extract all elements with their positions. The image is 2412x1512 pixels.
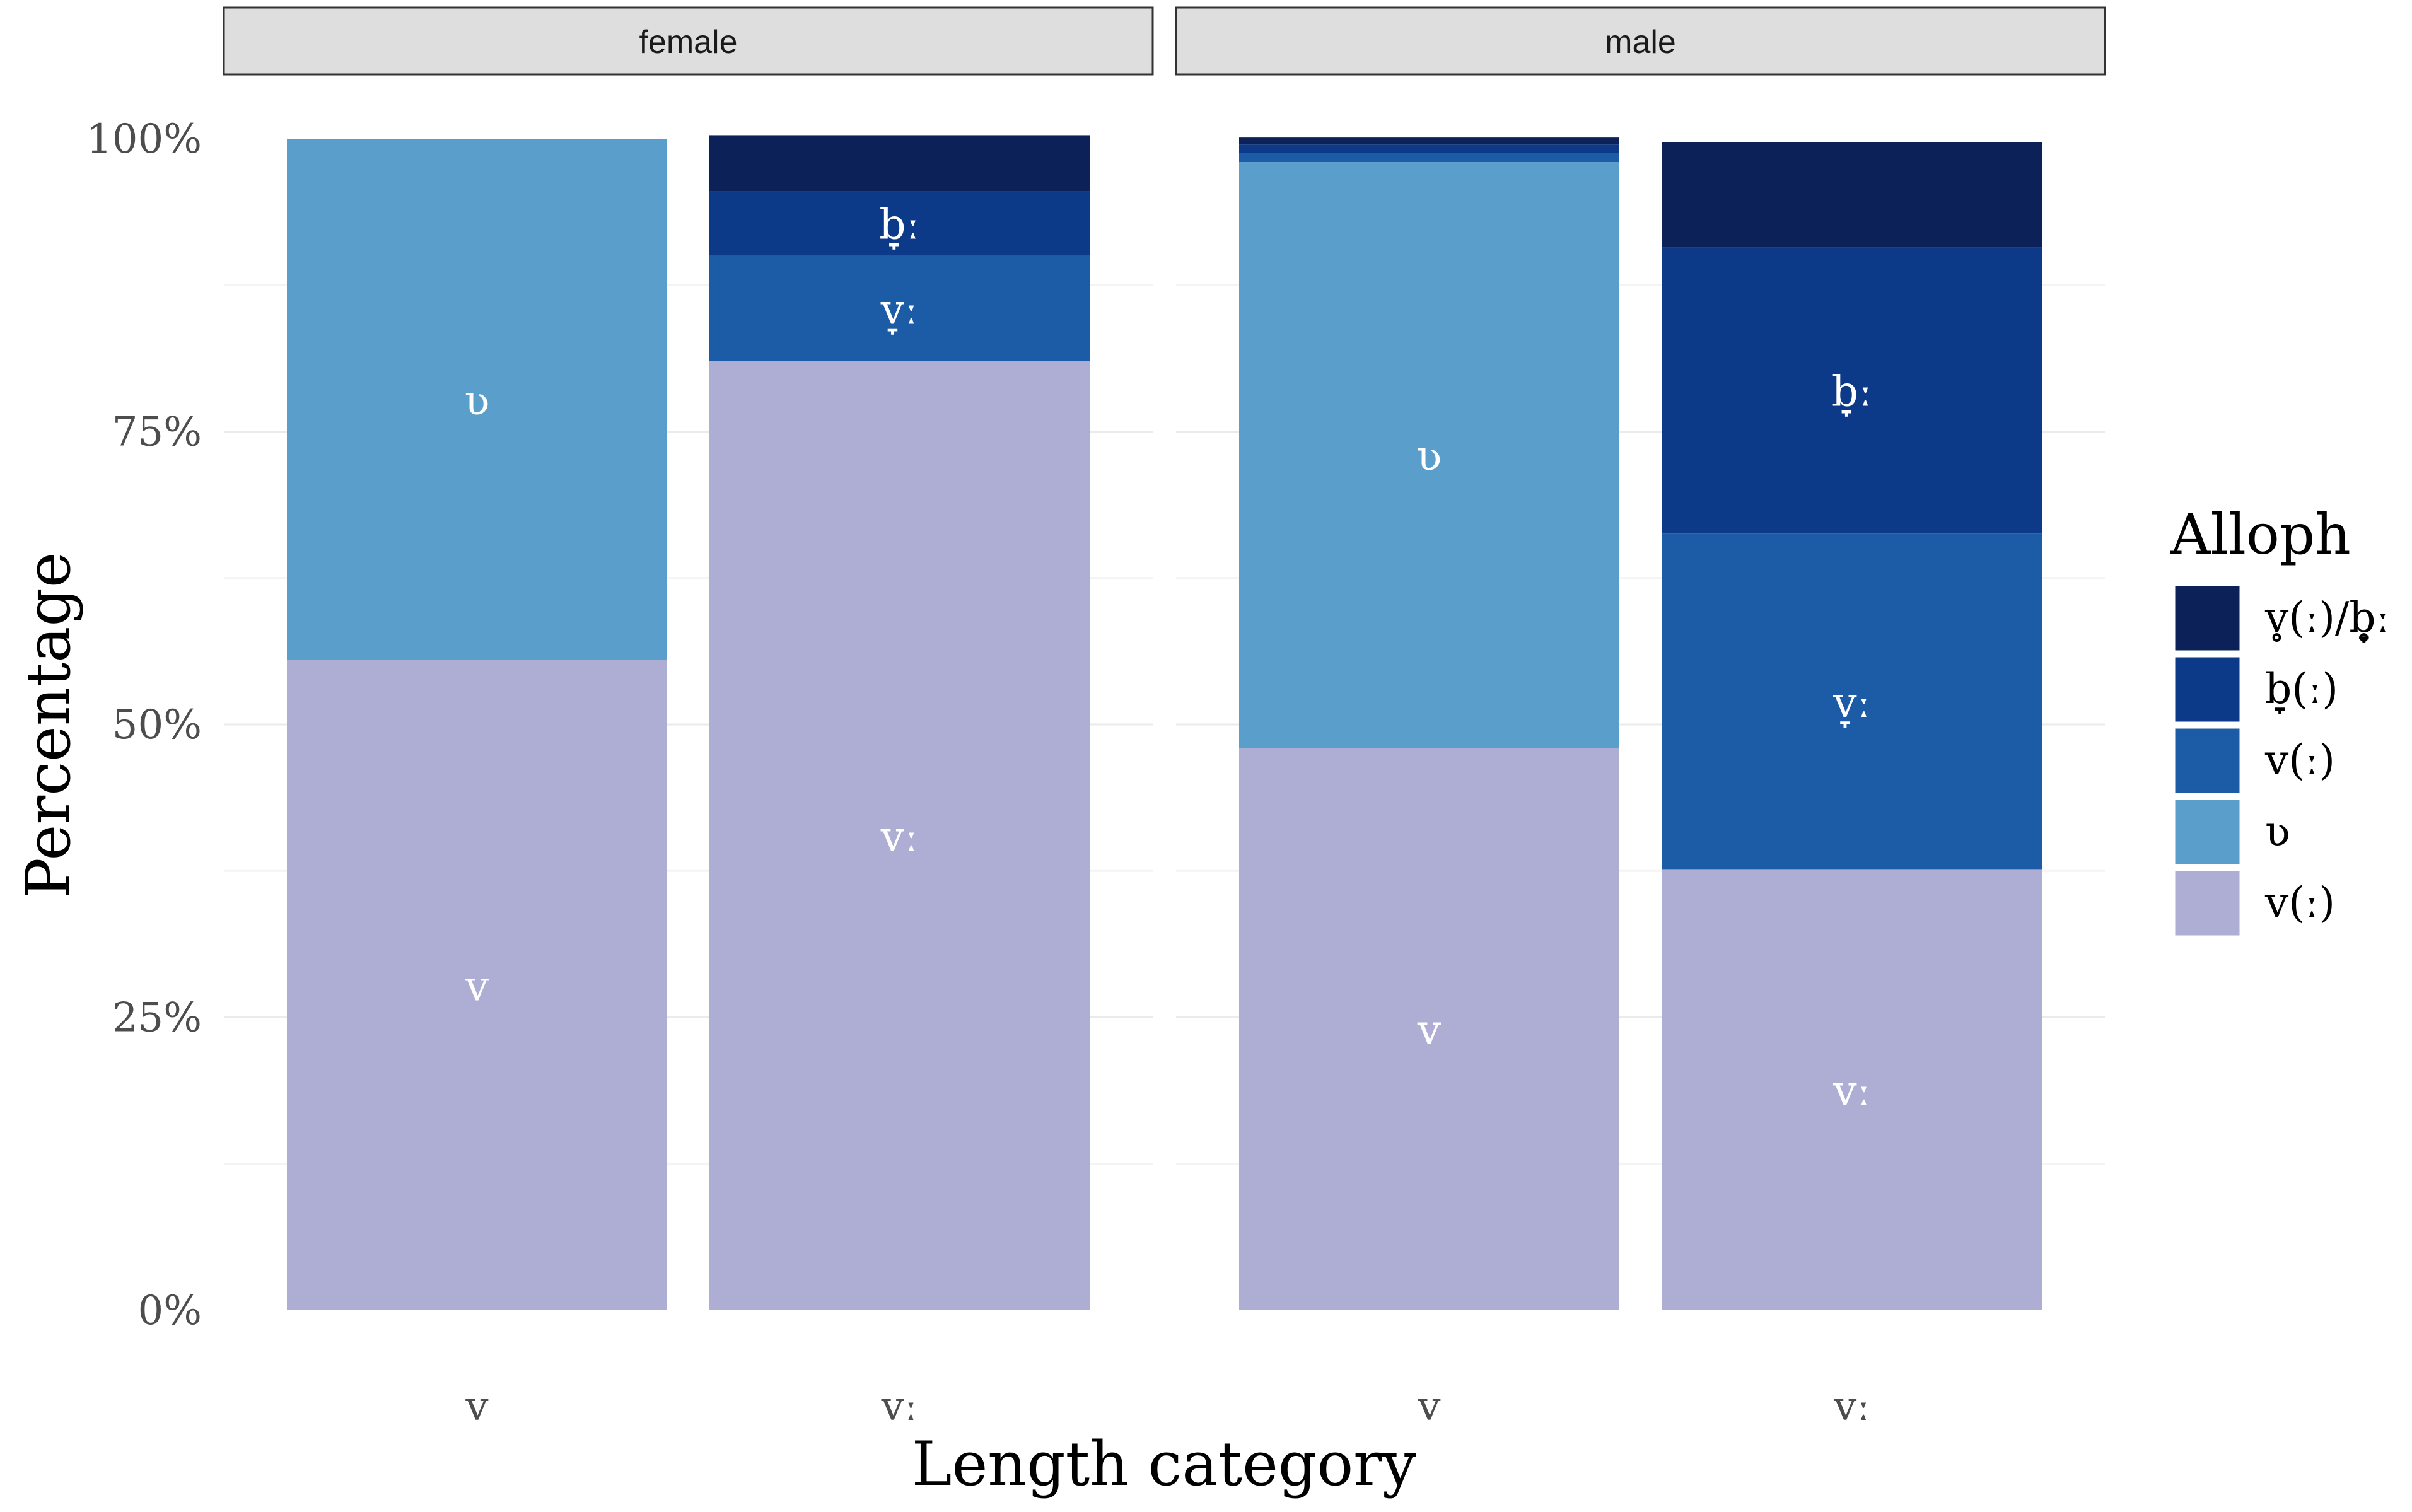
segment-label: vː: [880, 813, 919, 861]
legend-label: b̞(ː): [2265, 665, 2338, 714]
segment-label: v: [1417, 1006, 1442, 1054]
legend-key: [2173, 655, 2242, 724]
bar-segment: [709, 191, 1090, 256]
y-tick-label: 75%: [112, 409, 202, 456]
x-axis-title: Length category: [912, 1429, 1417, 1499]
bar-segment: [1239, 153, 1619, 163]
segment-label: b̞ː: [879, 201, 920, 250]
bar-segment: [287, 660, 667, 1310]
x-tick-label: v: [1417, 1383, 1440, 1430]
segment-label: v: [465, 962, 489, 1010]
legend-label: v(ː): [2264, 736, 2335, 784]
y-tick-label: 0%: [137, 1288, 202, 1334]
legend-label: ʋ: [2265, 807, 2290, 856]
bar-segment: [1662, 247, 2042, 534]
bar-segment: [709, 135, 1090, 192]
bar-segment: [1239, 144, 1619, 153]
bar-segment: [287, 139, 667, 660]
legend-key: [2173, 584, 2242, 653]
bar-segment: [1239, 137, 1619, 145]
bar-segment: [1239, 162, 1619, 748]
legend-key: [2173, 726, 2242, 795]
legend-label: v̥(ː)/b̥̞ː: [2264, 593, 2390, 643]
facet-strip-label-male: male: [1605, 24, 1676, 61]
x-tick-label: vː: [881, 1383, 918, 1430]
segment-label: v̞ː: [1832, 678, 1871, 728]
x-tick-label: vː: [1833, 1383, 1870, 1430]
legend-key: [2173, 798, 2242, 866]
y-tick-label: 100%: [86, 116, 202, 163]
bar-segment: [1662, 869, 2042, 1310]
bar-segment: [1239, 748, 1619, 1310]
bar-segment: [709, 361, 1090, 1310]
segment-label: b̞ː: [1832, 367, 1873, 417]
legend-title: Alloph: [2170, 502, 2351, 567]
segment-label: ʋ: [464, 376, 489, 424]
bar-segment: [1662, 533, 2042, 870]
segment-label: ʋ: [1416, 432, 1442, 480]
segment-label: vː: [1832, 1067, 1871, 1115]
bar-segment: [709, 255, 1090, 362]
y-axis-title: Percentage: [13, 552, 84, 898]
facet-strip-label-female: female: [639, 24, 737, 61]
y-tick-label: 25%: [112, 995, 202, 1042]
facet-strip-male: [1175, 6, 2106, 76]
segment-label: v̞ː: [880, 285, 919, 335]
bar-segment: [1662, 142, 2042, 248]
facet-strip-female: [223, 6, 1154, 76]
legend-key: [2173, 869, 2242, 938]
y-tick-label: 50%: [112, 702, 202, 748]
legend-label: v(ː): [2264, 878, 2335, 927]
x-tick-label: v: [465, 1383, 488, 1430]
